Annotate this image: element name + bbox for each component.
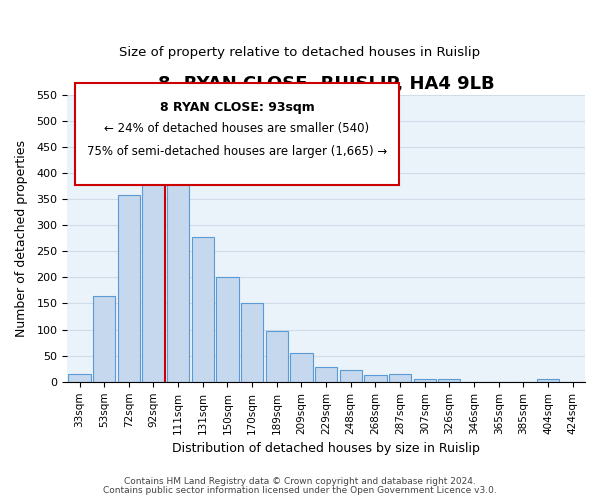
- Bar: [364, 375, 386, 382]
- Y-axis label: Number of detached properties: Number of detached properties: [15, 140, 28, 336]
- Bar: [340, 370, 362, 382]
- Text: ← 24% of detached houses are smaller (540): ← 24% of detached houses are smaller (54…: [104, 122, 370, 136]
- Bar: [438, 379, 460, 382]
- Bar: [537, 379, 559, 382]
- Text: Contains public sector information licensed under the Open Government Licence v3: Contains public sector information licen…: [103, 486, 497, 495]
- Bar: [68, 374, 91, 382]
- Bar: [389, 374, 411, 382]
- Bar: [93, 296, 115, 382]
- Bar: [290, 353, 313, 382]
- Bar: [241, 304, 263, 382]
- Text: 8 RYAN CLOSE: 93sqm: 8 RYAN CLOSE: 93sqm: [160, 101, 314, 114]
- Bar: [315, 367, 337, 382]
- X-axis label: Distribution of detached houses by size in Ruislip: Distribution of detached houses by size …: [172, 442, 480, 455]
- Text: 75% of semi-detached houses are larger (1,665) →: 75% of semi-detached houses are larger (…: [87, 145, 387, 158]
- Bar: [192, 237, 214, 382]
- Bar: [118, 196, 140, 382]
- Bar: [413, 379, 436, 382]
- Text: Contains HM Land Registry data © Crown copyright and database right 2024.: Contains HM Land Registry data © Crown c…: [124, 477, 476, 486]
- Bar: [266, 331, 288, 382]
- Text: Size of property relative to detached houses in Ruislip: Size of property relative to detached ho…: [119, 46, 481, 59]
- Bar: [142, 158, 164, 382]
- Title: 8, RYAN CLOSE, RUISLIP, HA4 9LB: 8, RYAN CLOSE, RUISLIP, HA4 9LB: [158, 75, 494, 93]
- Bar: [217, 278, 239, 382]
- Bar: [167, 160, 189, 382]
